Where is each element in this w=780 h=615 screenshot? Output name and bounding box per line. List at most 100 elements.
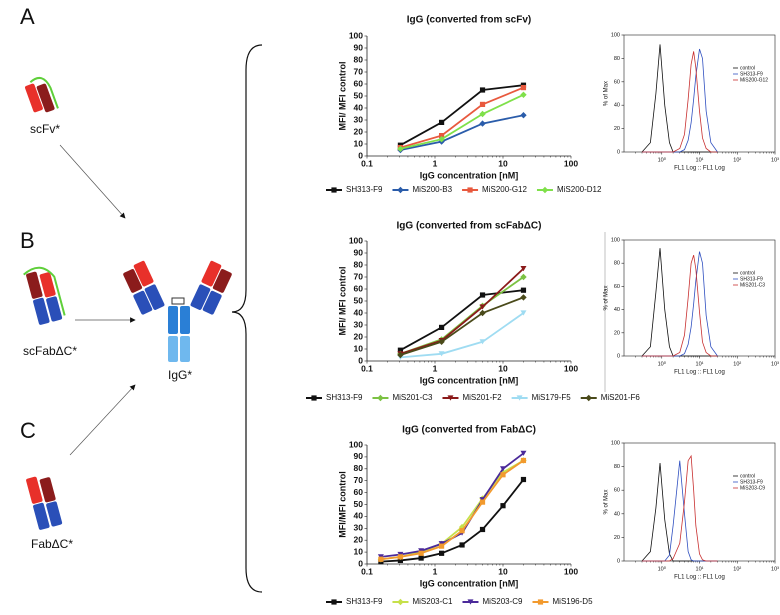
y-tick-label: 20 bbox=[614, 535, 620, 541]
x-tick-label: 0.1 bbox=[361, 363, 373, 373]
marker bbox=[520, 294, 527, 301]
marker bbox=[479, 120, 486, 127]
marker bbox=[397, 557, 404, 564]
fab-icon bbox=[26, 476, 63, 530]
y-tick-label: 40 bbox=[614, 103, 620, 109]
y-tick-label: 0 bbox=[617, 558, 620, 564]
legend-label: SH313-F9 bbox=[740, 276, 763, 282]
marker bbox=[520, 112, 527, 119]
x-tick-label: 100 bbox=[564, 158, 578, 168]
marker bbox=[520, 450, 527, 456]
legend-label: MiS203-C9 bbox=[482, 597, 523, 606]
igg-icon bbox=[123, 260, 232, 362]
domain bbox=[201, 260, 222, 287]
marker bbox=[331, 599, 337, 605]
x-tick-label: 1 bbox=[433, 158, 438, 168]
x-tick-label: 10¹ bbox=[696, 566, 704, 572]
y-axis-label: % of Max bbox=[604, 81, 610, 106]
y-tick-label: 20 bbox=[614, 330, 620, 336]
y-tick-label: 80 bbox=[614, 56, 620, 62]
x-tick-label: 100 bbox=[564, 363, 578, 373]
marker bbox=[331, 187, 337, 193]
y-tick-label: 80 bbox=[354, 54, 364, 64]
domain bbox=[26, 476, 43, 504]
arrow bbox=[59, 144, 126, 219]
plot-frame bbox=[623, 442, 776, 562]
marker bbox=[520, 91, 527, 98]
marker bbox=[537, 599, 544, 605]
panel-letter: A bbox=[20, 4, 35, 29]
y-tick-label: 80 bbox=[614, 261, 620, 267]
x-axis-label: IgG concentration [nM] bbox=[420, 578, 519, 588]
y-tick-label: 90 bbox=[354, 42, 364, 52]
scfab-icon bbox=[23, 266, 66, 325]
x-tick-label: 10 bbox=[498, 363, 508, 373]
y-tick-label: 60 bbox=[614, 284, 620, 290]
legend-label: MiS200-D12 bbox=[557, 185, 602, 194]
y-tick-label: 10 bbox=[354, 343, 364, 353]
domain bbox=[133, 260, 154, 287]
y-axis-label: MFI/ MFI control bbox=[337, 62, 347, 131]
product-label: IgG* bbox=[168, 368, 192, 382]
brace bbox=[231, 44, 263, 593]
x-tick-label: 10² bbox=[733, 157, 741, 163]
y-axis-label: % of Max bbox=[604, 489, 610, 514]
marker bbox=[479, 339, 486, 345]
y-axis-label: MFI/ MFI control bbox=[337, 267, 347, 336]
x-tick-label: 0.1 bbox=[361, 158, 373, 168]
domain bbox=[133, 290, 153, 315]
y-tick-label: 20 bbox=[354, 534, 364, 544]
x-tick-label: 1 bbox=[433, 566, 438, 576]
y-tick-label: 0 bbox=[358, 558, 363, 568]
marker bbox=[397, 598, 404, 606]
legend-label: SH313-F9 bbox=[346, 597, 383, 606]
legend-label: MiS201-C3 bbox=[392, 393, 433, 402]
series-line bbox=[399, 289, 524, 351]
y-tick-label: 50 bbox=[354, 499, 364, 509]
y-tick-label: 30 bbox=[354, 114, 364, 124]
y-tick-label: 80 bbox=[614, 464, 620, 470]
series-line bbox=[641, 44, 718, 153]
y-tick-label: 60 bbox=[354, 487, 364, 497]
legend-label: MiS201-F6 bbox=[601, 393, 641, 402]
y-tick-label: 0 bbox=[358, 150, 363, 160]
marker bbox=[467, 599, 474, 605]
x-tick-label: 10² bbox=[733, 566, 741, 572]
chart-title: IgG (converted from scFv) bbox=[407, 15, 531, 26]
domain bbox=[33, 297, 50, 325]
marker bbox=[418, 550, 424, 556]
y-tick-label: 50 bbox=[354, 295, 364, 305]
marker bbox=[479, 110, 486, 118]
marker bbox=[397, 347, 404, 353]
legend-label: control bbox=[740, 270, 755, 276]
series-line bbox=[400, 276, 524, 355]
x-tick-label: 10⁰ bbox=[658, 565, 667, 572]
marker bbox=[516, 395, 523, 401]
construct-label: scFabΔC* bbox=[23, 344, 77, 358]
x-axis-label: FL1 Log :: FL1 Log bbox=[674, 575, 725, 581]
x-axis-label: IgG concentration [nM] bbox=[420, 375, 519, 385]
y-tick-label: 100 bbox=[611, 237, 620, 243]
series-line bbox=[399, 84, 524, 146]
series-line bbox=[400, 86, 524, 149]
series-line bbox=[642, 254, 718, 357]
marker bbox=[459, 528, 465, 534]
y-tick-label: 40 bbox=[354, 511, 364, 521]
marker bbox=[397, 186, 404, 194]
marker bbox=[479, 499, 486, 505]
marker bbox=[500, 466, 506, 472]
x-tick-label: 10³ bbox=[771, 361, 779, 367]
domain bbox=[212, 269, 232, 293]
legend-label: MiS200-G12 bbox=[482, 185, 527, 194]
marker bbox=[500, 503, 506, 509]
x-tick-label: 10² bbox=[733, 361, 741, 367]
hinge bbox=[171, 297, 185, 305]
x-tick-label: 10 bbox=[498, 566, 508, 576]
y-tick-label: 20 bbox=[354, 126, 364, 136]
legend-label: SH313-F9 bbox=[740, 479, 763, 485]
scfv-icon bbox=[25, 76, 59, 113]
marker bbox=[438, 136, 445, 143]
marker bbox=[311, 395, 317, 401]
marker bbox=[438, 543, 445, 549]
